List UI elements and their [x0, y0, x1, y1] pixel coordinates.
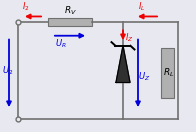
Bar	[162, 48, 174, 98]
Text: $R_V$: $R_V$	[64, 4, 76, 17]
Text: $U_R$: $U_R$	[55, 37, 67, 50]
Bar	[48, 18, 92, 26]
Text: $R_L$: $R_L$	[163, 67, 175, 79]
Polygon shape	[116, 46, 130, 82]
Text: $I_Z$: $I_Z$	[125, 31, 134, 44]
Text: $I_2$: $I_2$	[22, 0, 30, 13]
Text: $U_2$: $U_2$	[2, 64, 13, 77]
Text: $U_Z$: $U_Z$	[138, 71, 150, 83]
Text: $I_L$: $I_L$	[138, 0, 145, 13]
